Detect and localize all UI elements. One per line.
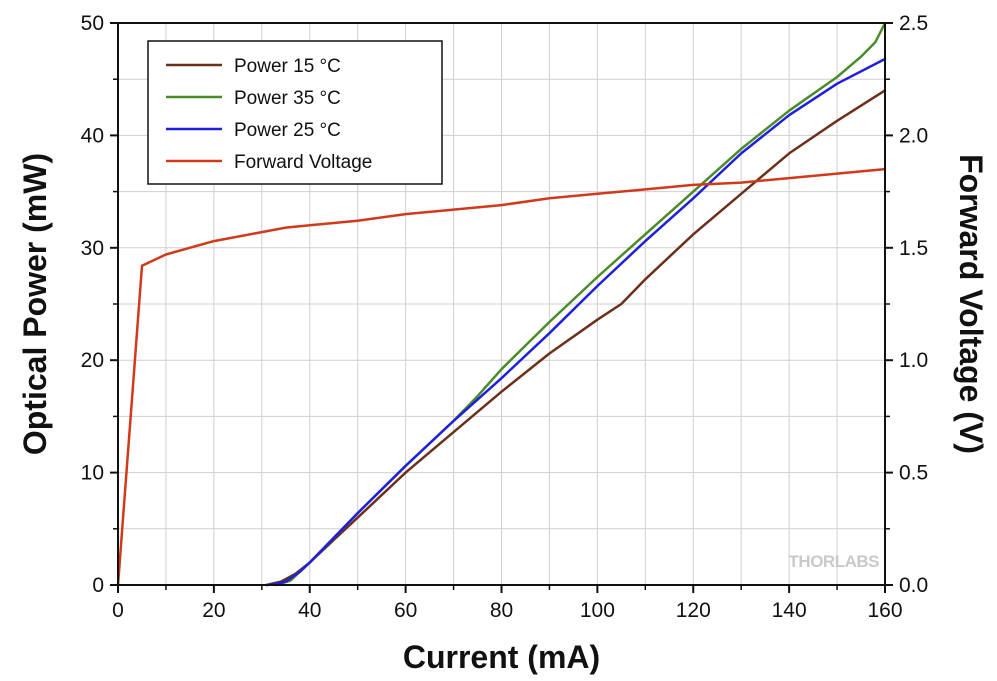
y-right-tick-label: 2.5 bbox=[899, 12, 928, 35]
x-tick-label: 40 bbox=[298, 599, 321, 622]
x-tick-label: 80 bbox=[490, 599, 513, 622]
legend-label-power-35: Power 35 °C bbox=[234, 88, 341, 109]
y-right-axis-title: Forward Voltage (V) bbox=[953, 154, 989, 454]
x-tick-label: 160 bbox=[867, 599, 902, 622]
x-tick-label: 120 bbox=[676, 599, 711, 622]
y-left-tick-label: 50 bbox=[81, 12, 104, 35]
y-left-axis-title: Optical Power (mW) bbox=[17, 153, 53, 455]
x-tick-label: 100 bbox=[580, 599, 615, 622]
y-left-tick-label: 20 bbox=[81, 349, 104, 372]
legend-item: Forward Voltage bbox=[166, 152, 372, 173]
x-tick-label: 140 bbox=[772, 599, 807, 622]
series-line-power-25 bbox=[265, 57, 887, 587]
y-right-tick-label: 1.5 bbox=[899, 237, 928, 260]
y-left-tick-label: 0 bbox=[92, 574, 104, 597]
axis-ticks: 0 20 40 60 80 100 120 140 160 0 10 20 30 40 50 0.0 0.5 1.… bbox=[81, 12, 929, 622]
legend-label-power-15: Power 15 °C bbox=[234, 56, 341, 77]
series-line-forward-voltage bbox=[116, 167, 887, 587]
x-tick-label: 0 bbox=[112, 599, 124, 622]
x-axis-title: Current (mA) bbox=[403, 639, 600, 675]
thorlabs-watermark: THORLABS bbox=[789, 552, 880, 571]
series-group bbox=[116, 21, 887, 587]
legend-item: Power 25 °C bbox=[166, 120, 341, 141]
y-right-tick-label: 2.0 bbox=[899, 124, 928, 147]
y-right-tick-label: 0.5 bbox=[899, 462, 928, 485]
x-tick-label: 20 bbox=[202, 599, 225, 622]
legend-label-forward-voltage: Forward Voltage bbox=[234, 152, 372, 173]
x-tick-label: 60 bbox=[394, 599, 417, 622]
legend-label-power-25: Power 25 °C bbox=[234, 120, 341, 141]
y-left-tick-label: 10 bbox=[81, 462, 104, 485]
y-right-tick-label: 0.0 bbox=[899, 574, 928, 597]
y-right-tick-label: 1.0 bbox=[899, 349, 928, 372]
legend-item: Power 15 °C bbox=[166, 56, 341, 77]
y-left-tick-label: 30 bbox=[81, 237, 104, 260]
legend-item: Power 35 °C bbox=[166, 88, 341, 109]
y-left-tick-label: 40 bbox=[81, 124, 104, 147]
legend: Power 15 °C Power 35 °C Power 25 °C Forw… bbox=[147, 40, 443, 185]
